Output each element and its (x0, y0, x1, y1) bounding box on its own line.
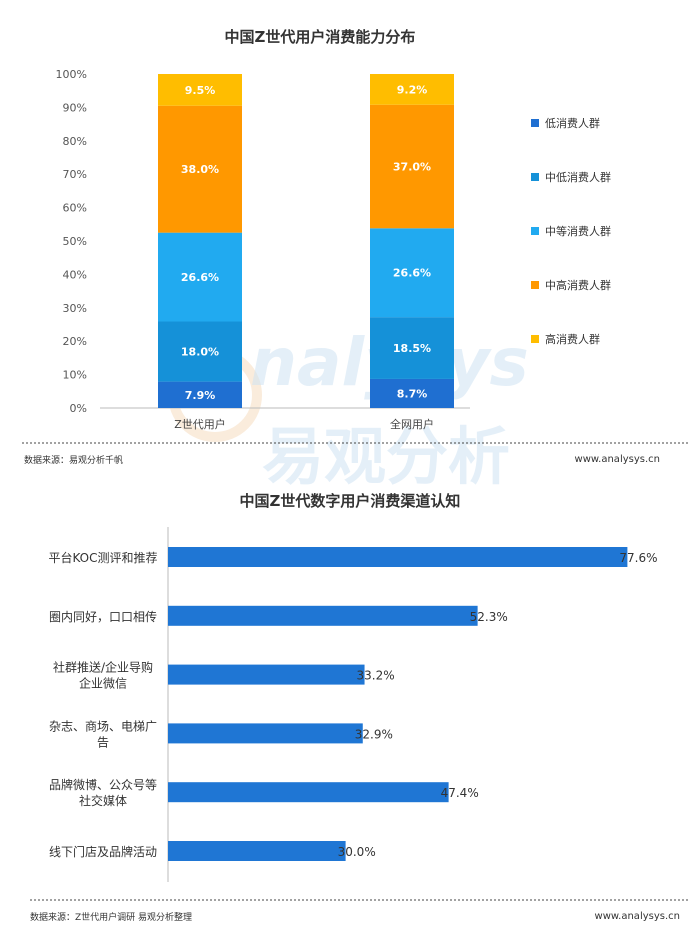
chart1-legend-label: 低消费人群 (545, 116, 600, 130)
chart1-bar-segment (158, 74, 242, 106)
chart2-url: www.analysys.cn (595, 911, 680, 922)
chart1-categories: Z世代用户 全网用户 (174, 417, 434, 431)
chart2-bar (168, 664, 365, 685)
chart1-bar-segment (370, 228, 454, 318)
chart1-data-label: 9.5% (185, 84, 216, 97)
chart2-data-label: 32.9% (355, 727, 393, 741)
chart1-bar-segment (158, 321, 242, 382)
chart1-data-label: 9.2% (397, 83, 428, 96)
chart2-category-label: 线下门店及品牌活动 (49, 844, 157, 859)
watermark-cn: 易观分析 (262, 420, 510, 493)
chart1-data-label: 37.0% (393, 161, 431, 174)
chart1-data-label: 8.7% (397, 387, 428, 400)
chart1-legend-swatch (531, 119, 539, 127)
chart1-data-label: 7.9% (185, 389, 216, 402)
chart1-title: 中国Z世代用户消费能力分布 (225, 28, 416, 46)
chart1-bar-segment (370, 104, 454, 229)
chart2-title: 中国Z世代数字用户消费渠道认知 (240, 492, 461, 510)
chart2-category-label: 平台KOC测评和推荐 (48, 550, 157, 565)
chart1-legend-label: 中等消费人群 (545, 224, 611, 238)
chart1-y-tick: 80% (63, 135, 87, 148)
chart2-source: 数据来源：Z世代用户调研 易观分析整理 (30, 911, 192, 923)
chart1-bar-segment (370, 74, 454, 105)
chart1-data-label: 26.6% (393, 267, 431, 280)
chart1-category-label: Z世代用户 (174, 417, 226, 431)
chart1-legend-label: 中高消费人群 (545, 278, 611, 292)
chart2-category-label: 社交媒体 (79, 793, 127, 808)
chart1-url: www.analysys.cn (575, 454, 660, 465)
chart1-data-label: 38.0% (181, 163, 219, 176)
chart1-legend-label: 中低消费人群 (545, 170, 611, 184)
chart1-bars: 7.9% 18.0% 26.6% 38.0% 9.5% 8.7% 18.5% 26.6% 37.… (158, 74, 454, 408)
chart2-data-label: 52.3% (470, 610, 508, 624)
chart1-legend-label: 高消费人群 (545, 332, 600, 346)
chart1-category-label: 全网用户 (390, 417, 434, 431)
chart1-y-tick: 10% (63, 369, 87, 382)
consumption-ability-chart: 中国Z世代用户消费能力分布 0% 10% 20% 30% 40% 50% 60% 70% 80%… (22, 28, 690, 466)
chart2-data-label: 33.2% (357, 669, 395, 683)
chart1-bar-segment (158, 105, 242, 233)
chart1-bar-segment (370, 378, 454, 408)
chart2-data-label: 47.4% (441, 786, 479, 800)
chart2-category-label: 品牌微博、公众号等 (49, 777, 157, 792)
chart1-legend-swatch (531, 227, 539, 235)
chart2-category-label: 告 (97, 735, 109, 749)
chart2-bars: 77.6% 平台KOC测评和推荐 52.3% 圈内同好，口口相传 33.2% 社群推送/企… (48, 547, 658, 861)
chart1-y-tick: 100% (56, 68, 87, 81)
chart1-y-tick: 30% (63, 302, 87, 315)
chart1-legend-swatch (531, 173, 539, 181)
chart1-data-label: 18.5% (393, 342, 431, 355)
chart1-y-tick: 40% (63, 268, 87, 281)
chart2-bar (168, 782, 449, 803)
chart1-data-label: 26.6% (181, 271, 219, 284)
chart1-y-tick: 70% (63, 168, 87, 181)
chart1-bar-segment (158, 381, 242, 408)
chart1-y-tick: 0% (70, 402, 87, 415)
chart2-bar (168, 841, 346, 861)
chart1-data-label: 18.0% (181, 346, 219, 359)
chart1-bar-segment (158, 232, 242, 322)
chart2-category-label: 杂志、商场、电梯广 (49, 718, 157, 733)
chart2-category-label: 企业微信 (79, 676, 127, 691)
chart1-y-tick: 50% (63, 235, 87, 248)
chart2-category-label: 社群推送/企业导购 (53, 660, 153, 675)
chart1-legend-swatch (531, 281, 539, 289)
chart2-bar (168, 723, 363, 744)
channel-awareness-chart: 中国Z世代数字用户消费渠道认知 77.6% 平台KOC测评和推荐 52.3% 圈内同好… (30, 492, 690, 923)
chart2-data-label: 77.6% (619, 551, 657, 565)
chart1-y-axis: 0% 10% 20% 30% 40% 50% 60% 70% 80% 90% 100% (56, 68, 87, 415)
chart2-data-label: 30.0% (338, 845, 376, 859)
chart1-y-tick: 60% (63, 202, 87, 215)
chart1-bar-segment (370, 317, 454, 379)
chart2-bar (168, 547, 628, 567)
chart1-y-tick: 20% (63, 335, 87, 348)
chart2-category-label: 圈内同好，口口相传 (49, 609, 157, 624)
chart1-y-tick: 90% (63, 101, 87, 114)
chart2-bar (168, 605, 478, 626)
chart1-source: 数据来源：易观分析千帆 (24, 454, 123, 466)
chart1-legend-swatch (531, 335, 539, 343)
